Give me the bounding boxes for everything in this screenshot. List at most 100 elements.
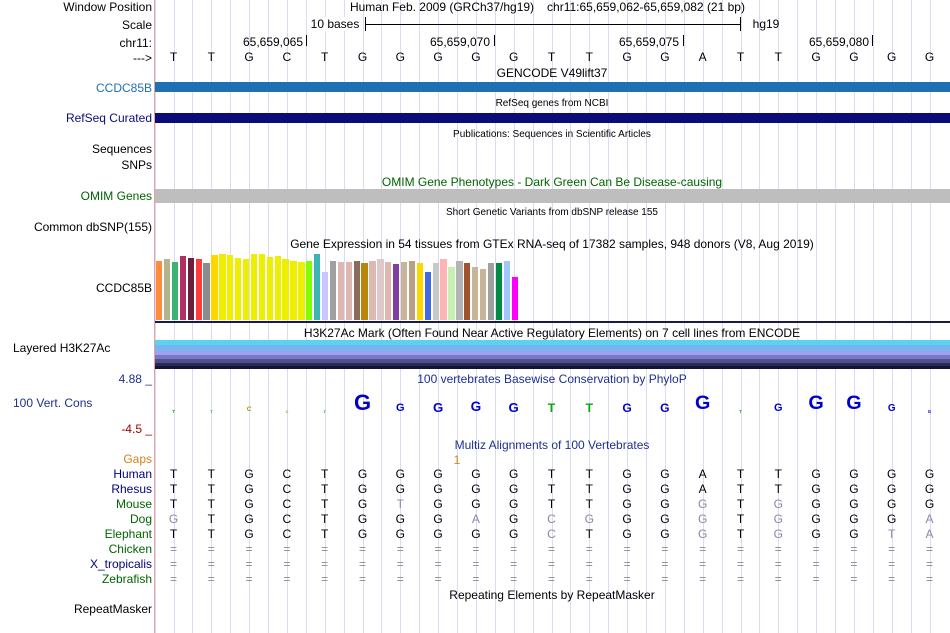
reference-base: G (811, 50, 821, 64)
species-label[interactable]: X_tropicalis (89, 557, 152, 571)
species-label[interactable]: Mouse (115, 497, 152, 511)
gtex-tissue-bar[interactable] (400, 261, 408, 320)
gtex-tissue-bar[interactable] (416, 263, 424, 320)
alignment-base: = (699, 572, 707, 586)
alignment-base: G (924, 497, 935, 511)
gtex-tissue-bar[interactable] (369, 260, 376, 320)
gencode-track-label[interactable]: CCDC85B (95, 81, 152, 95)
alignment-base: T (207, 512, 215, 526)
species-label[interactable]: Zebrafish (101, 572, 152, 586)
gtex-tissue-bar[interactable] (511, 277, 518, 320)
omim-track-label[interactable]: OMIM Genes (80, 189, 152, 203)
alignment-base: G (244, 467, 254, 481)
guide-line (872, 0, 874, 633)
gencode-gene-bar[interactable] (155, 82, 950, 92)
phylop-letter: T (739, 408, 742, 414)
gtex-tissue-bar[interactable] (377, 258, 384, 320)
gtex-tissue-bar[interactable] (393, 263, 400, 320)
gtex-tissue-bar[interactable] (195, 258, 202, 320)
gtex-tissue-bar[interactable] (432, 263, 439, 320)
gtex-tissue-bar[interactable] (306, 260, 313, 320)
dbsnp-track-label[interactable]: Common dbSNP(155) (33, 220, 152, 234)
browser-image[interactable]: Human Feb. 2009 (GRCh37/hg19) chr11:65,6… (154, 0, 950, 633)
gtex-tissue-bar[interactable] (171, 261, 179, 320)
gtex-tissue-bar[interactable] (290, 260, 297, 320)
gtex-tissue-bar[interactable] (456, 260, 463, 320)
alignment-base: C (282, 512, 292, 526)
gtex-tissue-bar[interactable] (250, 254, 258, 320)
gtex-tissue-bar[interactable] (464, 263, 471, 320)
gtex-tissue-bar[interactable] (227, 255, 234, 320)
gtex-tissue-bar[interactable] (298, 261, 305, 320)
guide-line (494, 0, 496, 633)
phylop-letter: G (353, 390, 372, 415)
h3k27ac-track-label[interactable]: Layered H3K27Ac (13, 341, 111, 355)
alignment-base: G (773, 512, 783, 526)
gtex-tissue-bar[interactable] (487, 263, 495, 320)
gtex-tissue-bar[interactable] (219, 254, 226, 320)
gtex-tissue-bar[interactable] (282, 259, 289, 320)
alignment-base: A (698, 482, 707, 496)
gtex-tissue-bar[interactable] (163, 258, 171, 320)
gap-marker: 1 (453, 453, 461, 467)
gtex-tissue-bar[interactable] (440, 259, 447, 320)
species-label[interactable]: Chicken (108, 542, 152, 556)
alignment-base: = (812, 572, 820, 586)
phylop-letter: T (172, 408, 175, 414)
alignment-base: C (282, 482, 292, 496)
gtex-tissue-bar[interactable] (495, 263, 503, 320)
gtex-tissue-bar[interactable] (211, 255, 218, 320)
gtex-tissue-bar[interactable] (203, 263, 210, 320)
gtex-tissue-bar[interactable] (179, 255, 187, 320)
gtex-tissue-bar[interactable] (156, 260, 163, 320)
conservation-track-label[interactable]: 100 Vert. Cons (13, 396, 93, 410)
alignment-base: G (471, 527, 481, 541)
species-label[interactable]: Dog (129, 512, 152, 526)
gtex-tissue-bar[interactable] (353, 260, 360, 320)
species-label[interactable]: Human (113, 467, 152, 481)
alignment-base: G (849, 497, 859, 511)
repeatmasker-track-label[interactable]: RepeatMasker (73, 602, 152, 616)
guide-line (891, 0, 893, 633)
refseq-gene-bar[interactable] (155, 113, 950, 123)
alignment-base: G (811, 497, 821, 511)
gtex-tissue-bar[interactable] (385, 261, 392, 320)
gtex-tissue-bar[interactable] (472, 267, 479, 320)
gtex-tissue-bar[interactable] (408, 260, 416, 320)
species-label[interactable]: Elephant (104, 527, 152, 541)
alignment-base: = (661, 572, 669, 586)
gtex-tissue-bar[interactable] (258, 254, 266, 320)
gtex-tissue-bar[interactable] (424, 271, 431, 320)
refseq-track-label[interactable]: RefSeq Curated (65, 111, 152, 125)
sequences-track-label[interactable]: Sequences (91, 142, 152, 156)
omim-gene-bar[interactable] (155, 189, 950, 203)
alignment-base: = (699, 542, 707, 556)
gtex-tissue-bar[interactable] (187, 257, 194, 320)
snps-track-label[interactable]: SNPs (121, 158, 152, 172)
alignment-base: G (395, 467, 405, 481)
strand-arrow[interactable]: ---> (133, 51, 152, 65)
species-label[interactable]: Rhesus (111, 482, 152, 496)
gtex-tissue-bar[interactable] (448, 267, 455, 320)
alignment-base: T (169, 467, 178, 481)
gtex-track-label[interactable]: CCDC85B (95, 281, 152, 295)
gtex-tissue-bar[interactable] (337, 261, 345, 320)
panel-divider[interactable] (154, 0, 155, 633)
gtex-tissue-bar[interactable] (235, 257, 242, 320)
gtex-tissue-bar[interactable] (242, 258, 250, 320)
gtex-track-title: Gene Expression in 54 tissues from GTEx … (290, 237, 814, 251)
gtex-tissue-bar[interactable] (314, 254, 321, 320)
gtex-tissue-bar[interactable] (479, 268, 487, 320)
gtex-tissue-bar[interactable] (361, 263, 368, 320)
alignment-base: G (471, 467, 481, 481)
guide-line (532, 0, 534, 633)
gtex-tissue-bar[interactable] (321, 272, 329, 320)
gtex-tissue-bar[interactable] (503, 260, 510, 320)
reference-base: G (357, 50, 368, 64)
gtex-tissue-bar[interactable] (345, 261, 352, 320)
gtex-tissue-bar[interactable] (274, 255, 281, 320)
alignment-base: G (471, 497, 481, 511)
gtex-tissue-bar[interactable] (266, 257, 273, 320)
gtex-tissue-bar[interactable] (329, 260, 337, 320)
multiz-track-title: Multiz Alignments of 100 Vertebrates (454, 438, 650, 452)
